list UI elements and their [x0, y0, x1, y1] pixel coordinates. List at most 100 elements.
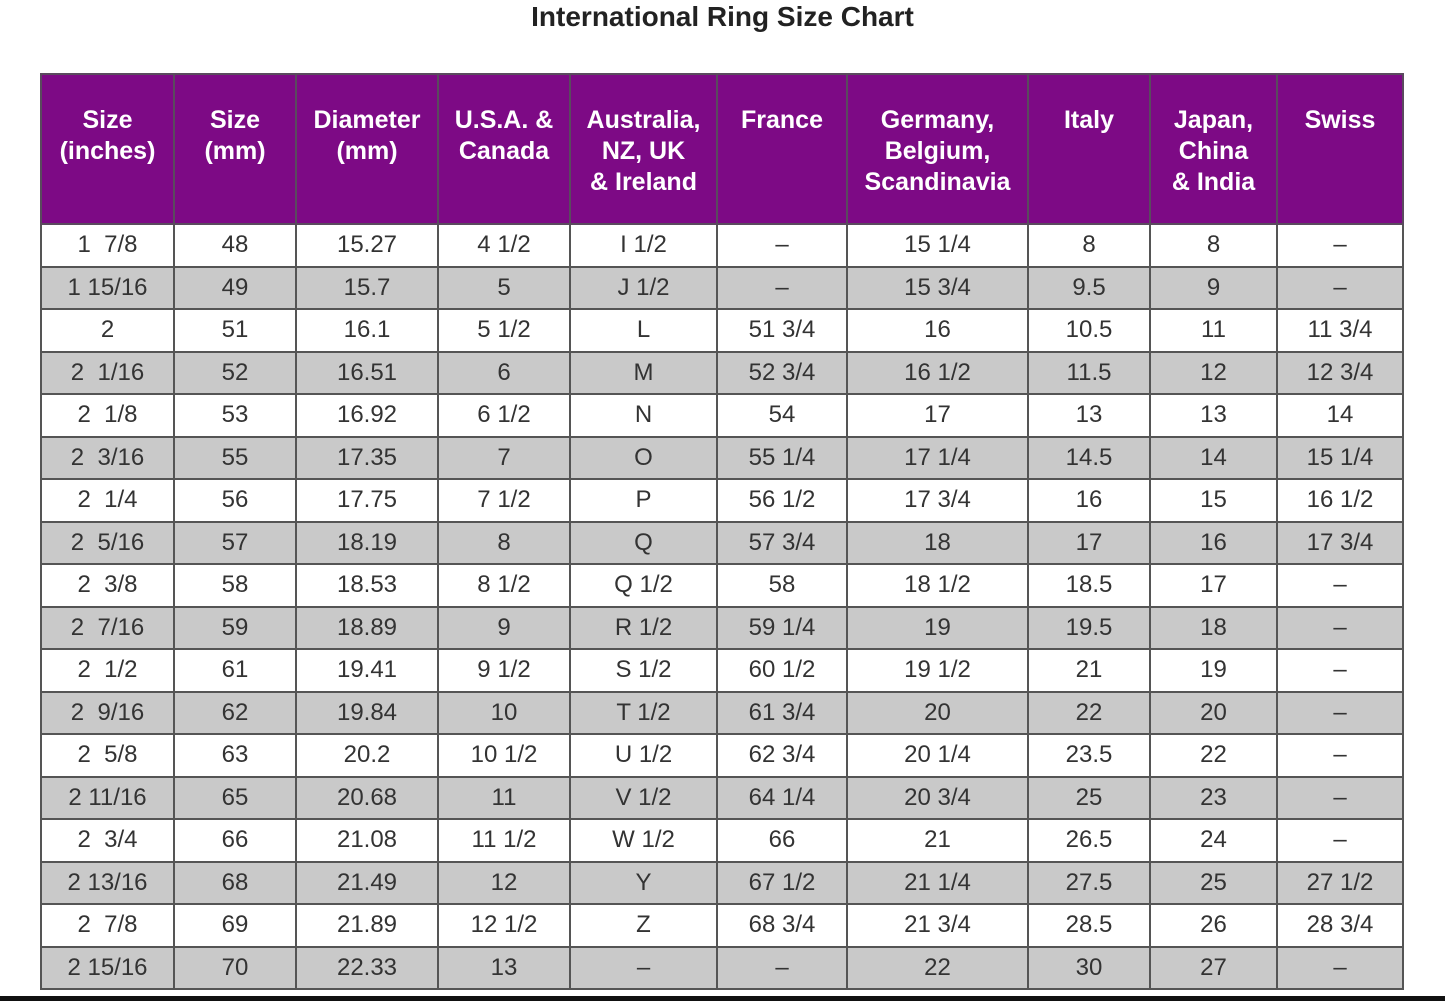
table-cell: 15.7 — [295, 265, 439, 310]
table-cell: 2 7/8 — [40, 903, 175, 948]
table-cell: 30 — [1027, 945, 1151, 990]
table-cell: 2 1/8 — [40, 393, 175, 438]
table-cell: 13 — [1027, 393, 1151, 438]
column-header: Diameter (mm) — [295, 73, 439, 225]
column-header: Japan, China & India — [1149, 73, 1278, 225]
table-cell: 11 — [437, 775, 571, 820]
table-cell: 8 — [1149, 223, 1278, 268]
table-cell: 16.92 — [295, 393, 439, 438]
table-cell: 22.33 — [295, 945, 439, 990]
table-cell: 16.51 — [295, 350, 439, 395]
table-cell: 27 — [1149, 945, 1278, 990]
table-cell: 49 — [173, 265, 297, 310]
table-cell: 59 1/4 — [716, 605, 848, 650]
table-cell: 54 — [716, 393, 848, 438]
table-cell: 62 3/4 — [716, 733, 848, 778]
table-row: 1 7/8 48 15.27 4 1/2 I 1/2–15 1/4 8 8– — [40, 223, 1404, 268]
table-cell: T 1/2 — [569, 690, 718, 735]
table-cell: 15.27 — [295, 223, 439, 268]
table-body: 1 7/8 48 15.27 4 1/2 I 1/2–15 1/4 8 8–1 15/16 4… — [40, 223, 1404, 990]
table-cell: – — [716, 265, 848, 310]
table-cell: 26 — [1149, 903, 1278, 948]
table-cell: 59 — [173, 605, 297, 650]
table-cell: 2 11/16 — [40, 775, 175, 820]
table-cell: 2 15/16 — [40, 945, 175, 990]
table-cell: 21 — [846, 818, 1029, 863]
table-cell: 20.68 — [295, 775, 439, 820]
table-cell: 68 — [173, 860, 297, 905]
table-cell: 18.53 — [295, 563, 439, 608]
table-cell: 1 7/8 — [40, 223, 175, 268]
table-cell: – — [1276, 648, 1404, 693]
table-cell: 21 — [1027, 648, 1151, 693]
table-cell: U 1/2 — [569, 733, 718, 778]
table-cell: 22 — [1027, 690, 1151, 735]
table-cell: 27 1/2 — [1276, 860, 1404, 905]
table-cell: 14 — [1149, 435, 1278, 480]
table-cell: 2 — [40, 308, 175, 353]
table-cell: 14 — [1276, 393, 1404, 438]
table-cell: 70 — [173, 945, 297, 990]
table-cell: 2 1/16 — [40, 350, 175, 395]
table-cell: 2 3/4 — [40, 818, 175, 863]
table-cell: Q — [569, 520, 718, 565]
table-cell: 48 — [173, 223, 297, 268]
table-row: 2 11/16 65 20.68 11 V 1/2 64 1/4 20 3/4 25 23– — [40, 775, 1404, 820]
table-cell: – — [1276, 223, 1404, 268]
table-cell: 12 — [437, 860, 571, 905]
table-cell: 12 3/4 — [1276, 350, 1404, 395]
table-cell: – — [716, 945, 848, 990]
table-cell: 20 3/4 — [846, 775, 1029, 820]
table-cell: 24 — [1149, 818, 1278, 863]
title: International Ring Size Chart — [531, 1, 914, 32]
table-row: 2 5/8 63 20.2 10 1/2 U 1/2 62 3/4 20 1/4 23.5 22… — [40, 733, 1404, 778]
table-cell: N — [569, 393, 718, 438]
table-cell: 9 1/2 — [437, 648, 571, 693]
table-cell: 21 3/4 — [846, 903, 1029, 948]
table-cell: P — [569, 478, 718, 523]
table-cell: 18.19 — [295, 520, 439, 565]
table-cell: 2 1/4 — [40, 478, 175, 523]
column-header: Swiss — [1276, 73, 1404, 225]
table-cell: 10.5 — [1027, 308, 1151, 353]
table-cell: 9 — [437, 605, 571, 650]
table-cell: – — [1276, 265, 1404, 310]
table-cell: 51 — [173, 308, 297, 353]
table-cell: 6 1/2 — [437, 393, 571, 438]
table-row: 2 1/4 56 17.75 7 1/2 P 56 1/2 17 3/4 16 15 16 1/2 — [40, 478, 1404, 523]
table-cell: 17.75 — [295, 478, 439, 523]
table-cell: I 1/2 — [569, 223, 718, 268]
table-cell: 21 1/4 — [846, 860, 1029, 905]
table-row: 2 9/16 62 19.84 10 T 1/2 61 3/4 20 22 20– — [40, 690, 1404, 735]
table-cell: M — [569, 350, 718, 395]
table-cell: 22 — [846, 945, 1029, 990]
table-row: 2 3/16 55 17.35 7 O 55 1/4 17 1/4 14.5 14 15 1/4 — [40, 435, 1404, 480]
table-cell: 17 3/4 — [846, 478, 1029, 523]
table-cell: V 1/2 — [569, 775, 718, 820]
table-cell: L — [569, 308, 718, 353]
table-cell: – — [1276, 690, 1404, 735]
table-cell: 4 1/2 — [437, 223, 571, 268]
table-row: 2 15/16 70 22.33 13– –22 30 27– — [40, 945, 1404, 990]
table-cell: 16 — [1027, 478, 1151, 523]
table-cell: 11 1/2 — [437, 818, 571, 863]
table-cell: 27.5 — [1027, 860, 1151, 905]
table-cell: – — [1276, 775, 1404, 820]
table-cell: 18 — [1149, 605, 1278, 650]
table-cell: J 1/2 — [569, 265, 718, 310]
table-cell: 11 3/4 — [1276, 308, 1404, 353]
table-row: 2 3/8 58 18.53 8 1/2 Q 1/2 58 18 1/2 18.5 17– — [40, 563, 1404, 608]
table-cell: 51 3/4 — [716, 308, 848, 353]
table-cell: 53 — [173, 393, 297, 438]
table-cell: – — [1276, 605, 1404, 650]
table-row: 2 5/16 57 18.19 8 Q 57 3/4 18 17 16 17 3/4 — [40, 520, 1404, 565]
table-cell: 21.08 — [295, 818, 439, 863]
table-cell: 67 1/2 — [716, 860, 848, 905]
table-cell: – — [1276, 818, 1404, 863]
table-cell: 25 — [1027, 775, 1151, 820]
table-cell: 11 — [1149, 308, 1278, 353]
table-cell: 7 1/2 — [437, 478, 571, 523]
table-cell: 63 — [173, 733, 297, 778]
ring-size-table: Size (inches) Size (mm) Diameter (mm) U.S.A… — [40, 73, 1404, 990]
